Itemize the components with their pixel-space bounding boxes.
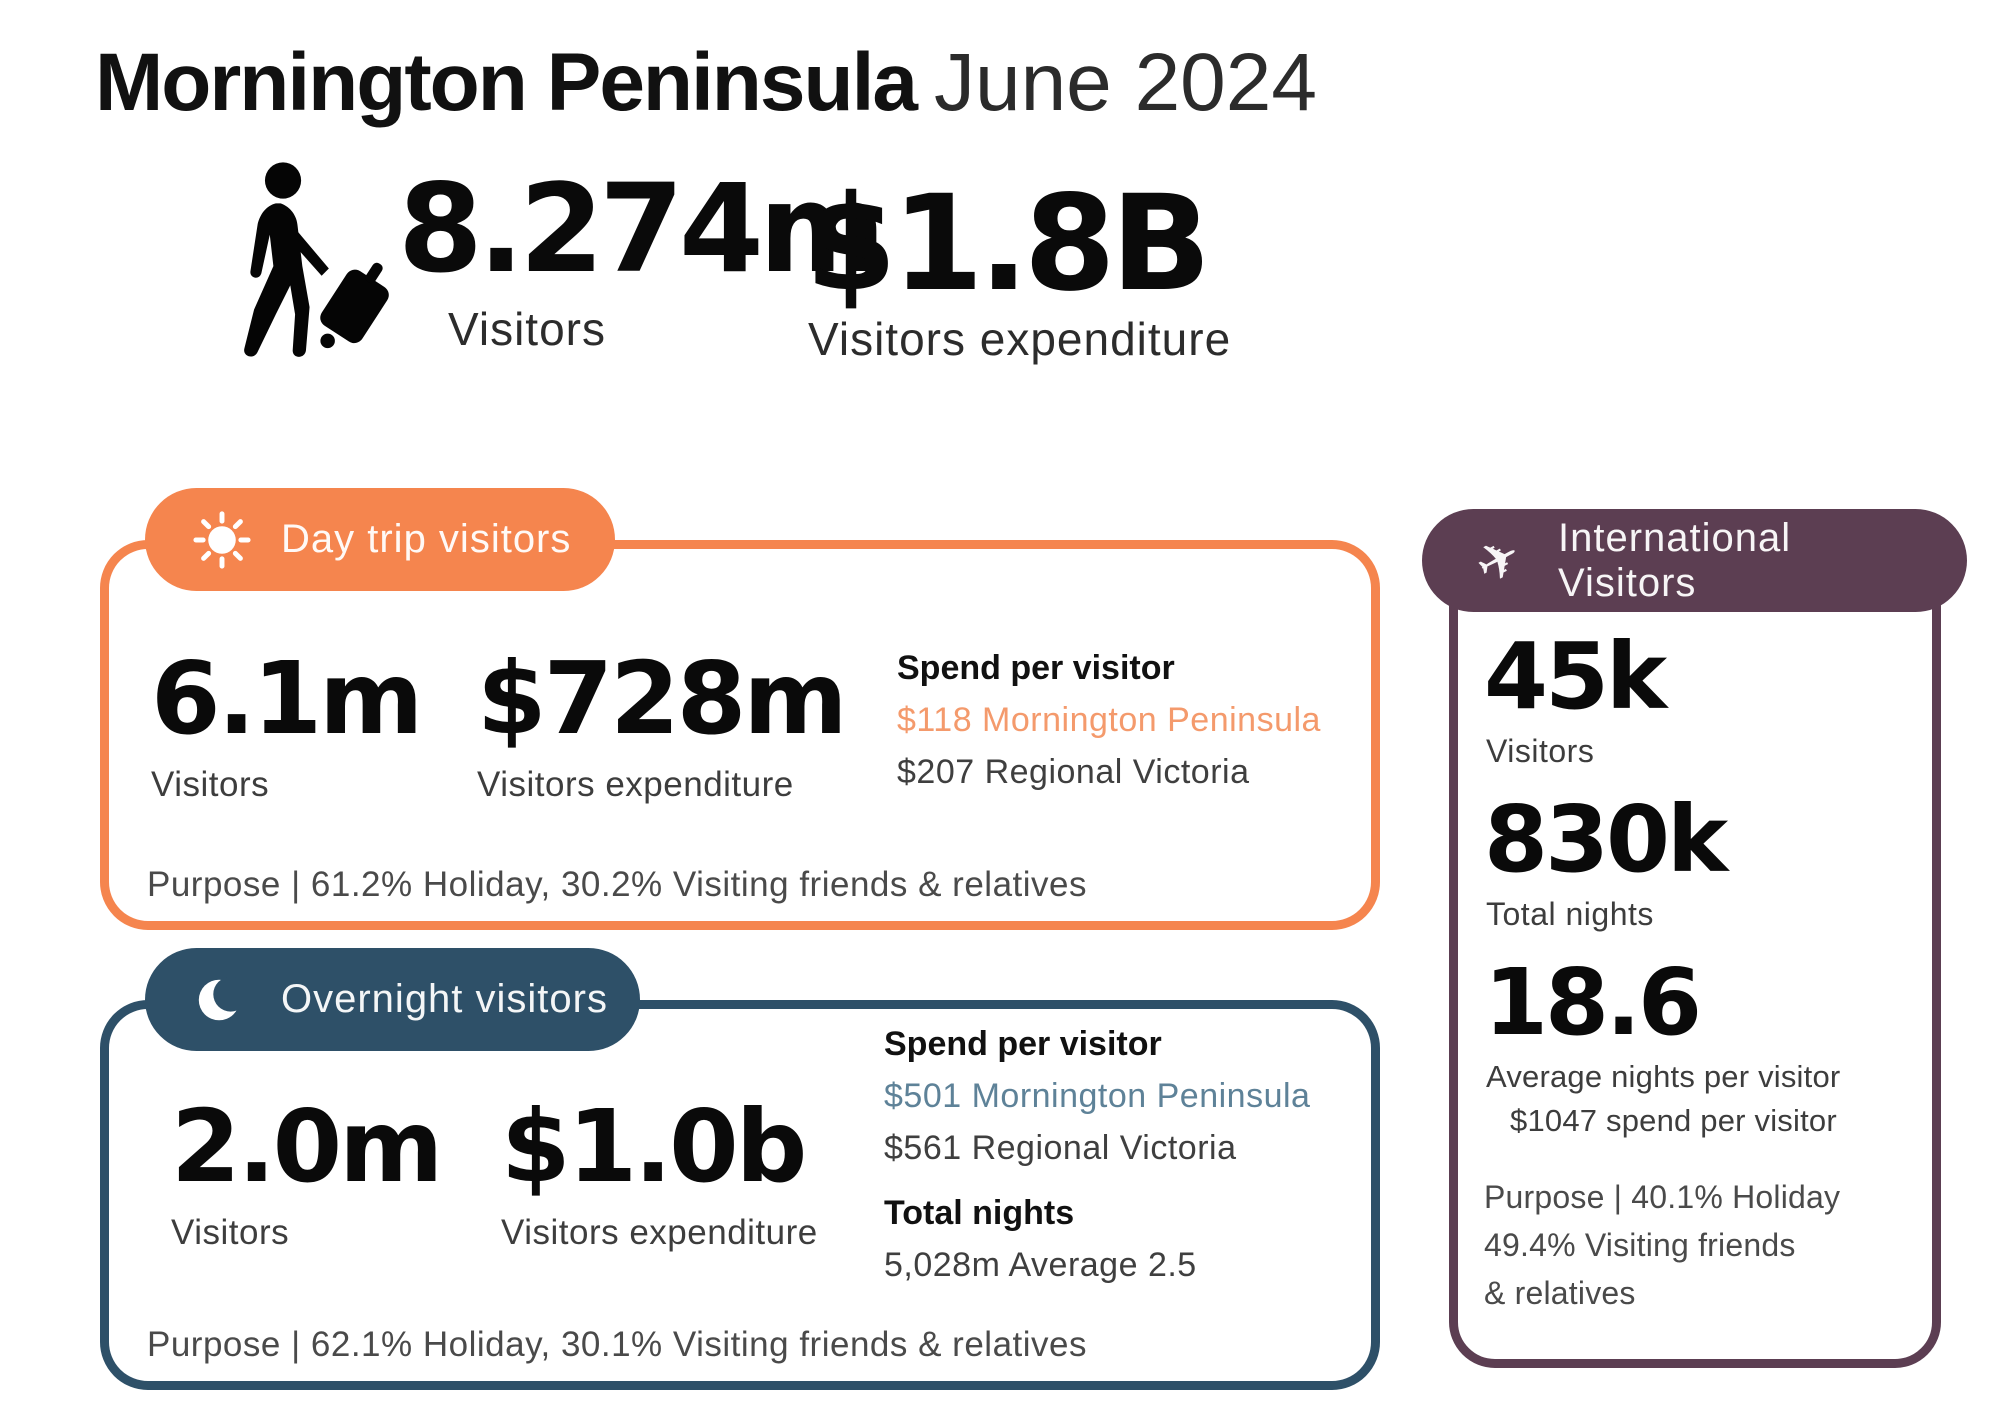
overnight-spend-local: $501 Mornington Peninsula <box>884 1077 1311 1115</box>
international-body: 45k Visitors 830k Total nights 18.6 Aver… <box>1484 631 1904 1317</box>
intl-purpose-line1: Purpose | 40.1% Holiday <box>1484 1179 1841 1215</box>
hero-expenditure-value: $1.8B <box>805 167 1211 321</box>
intl-purpose-line2: 49.4% Visiting friends <box>1484 1227 1796 1263</box>
overnight-pill: Overnight visitors <box>145 948 640 1051</box>
moon-icon <box>193 971 251 1029</box>
international-card: ✈ International Visitors 45k Visitors 83… <box>1422 509 1967 1368</box>
overnight-spend-regional: $561 Regional Victoria <box>884 1129 1237 1167</box>
intl-purpose-line3: & relatives <box>1484 1275 1636 1311</box>
day-trip-spend-heading: Spend per visitor <box>897 649 1175 687</box>
title-period: June 2024 <box>933 37 1317 128</box>
page-title: Mornington Peninsula June 2024 <box>95 37 1317 128</box>
overnight-expenditure-value: $1.0b <box>501 1088 807 1205</box>
overnight-spend-block: Spend per visitor $501 Mornington Penins… <box>884 1025 1310 1285</box>
intl-purpose: Purpose | 40.1% Holiday 49.4% Visiting f… <box>1484 1173 1904 1317</box>
intl-visitors-label: Visitors <box>1486 733 1595 769</box>
day-trip-pill: Day trip visitors <box>145 488 615 591</box>
overnight-total-nights-heading: Total nights <box>884 1194 1075 1232</box>
day-trip-expenditure-value: $728m <box>477 640 848 757</box>
overnight-expenditure-stat: $1.0b Visitors expenditure <box>501 1097 818 1253</box>
day-trip-pill-label: Day trip visitors <box>281 517 572 561</box>
day-trip-expenditure-stat: $728m Visitors expenditure <box>477 640 848 805</box>
overnight-total-nights-value: 5,028m Average 2.5 <box>884 1246 1197 1284</box>
overnight-visitors-value: 2.0m <box>171 1088 443 1205</box>
title-main: Mornington Peninsula <box>95 37 918 128</box>
day-trip-card: Day trip visitors 6.1m Visitors $728m Vi… <box>100 488 1380 930</box>
international-pill-label: International Visitors <box>1558 515 1792 605</box>
day-trip-visitors-stat: 6.1m Visitors <box>151 640 423 805</box>
overnight-expenditure-label: Visitors expenditure <box>501 1213 818 1252</box>
hero-visitors-label: Visitors <box>448 303 606 355</box>
overnight-spend-heading: Spend per visitor <box>884 1025 1162 1063</box>
sun-icon <box>193 510 251 569</box>
hero-visitors-value: 8.274m <box>398 158 886 300</box>
day-trip-spend-regional: $207 Regional Victoria <box>897 753 1250 791</box>
day-trip-purpose: Purpose | 61.2% Holiday, 30.2% Visiting … <box>147 865 1087 904</box>
day-trip-expenditure-label: Visitors expenditure <box>477 765 794 804</box>
overnight-pill-label: Overnight visitors <box>281 977 608 1021</box>
international-pill: ✈ International Visitors <box>1422 509 1967 612</box>
intl-avg-nights-value: 18.6 <box>1484 949 1702 1056</box>
traveler-icon <box>238 160 398 365</box>
hero-expenditure-label: Visitors expenditure <box>808 313 1232 365</box>
intl-avg-nights-label: Average nights per visitor <box>1486 1059 1841 1094</box>
plane-icon: ✈ <box>1465 524 1533 597</box>
overnight-purpose: Purpose | 62.1% Holiday, 30.1% Visiting … <box>147 1325 1087 1364</box>
overnight-visitors-stat: 2.0m Visitors <box>171 1088 443 1253</box>
day-trip-spend-local: $118 Mornington Peninsula <box>897 701 1321 739</box>
day-trip-visitors-label: Visitors <box>151 765 270 804</box>
day-trip-spend-block: Spend per visitor $118 Mornington Penins… <box>897 649 1321 792</box>
intl-nights-value: 830k <box>1484 786 1728 893</box>
overnight-visitors-label: Visitors <box>171 1213 290 1252</box>
intl-nights-label: Total nights <box>1486 896 1654 932</box>
day-trip-visitors-value: 6.1m <box>151 640 423 757</box>
overnight-card: Overnight visitors 2.0m Visitors $1.0b V… <box>100 948 1380 1390</box>
intl-spend-per-visitor: $1047 spend per visitor <box>1510 1103 1837 1138</box>
intl-visitors-value: 45k <box>1484 623 1667 730</box>
